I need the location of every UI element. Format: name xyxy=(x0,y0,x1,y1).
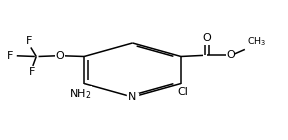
Text: O: O xyxy=(226,50,235,60)
Text: CH$_3$: CH$_3$ xyxy=(247,36,266,48)
Text: NH$_2$: NH$_2$ xyxy=(69,87,91,101)
Text: O: O xyxy=(203,33,211,43)
Text: F: F xyxy=(26,36,32,46)
Polygon shape xyxy=(127,93,138,101)
Text: Cl: Cl xyxy=(177,87,188,97)
Text: O: O xyxy=(55,51,64,61)
Text: F: F xyxy=(29,67,35,77)
Text: N: N xyxy=(128,92,137,102)
Text: F: F xyxy=(7,51,13,61)
